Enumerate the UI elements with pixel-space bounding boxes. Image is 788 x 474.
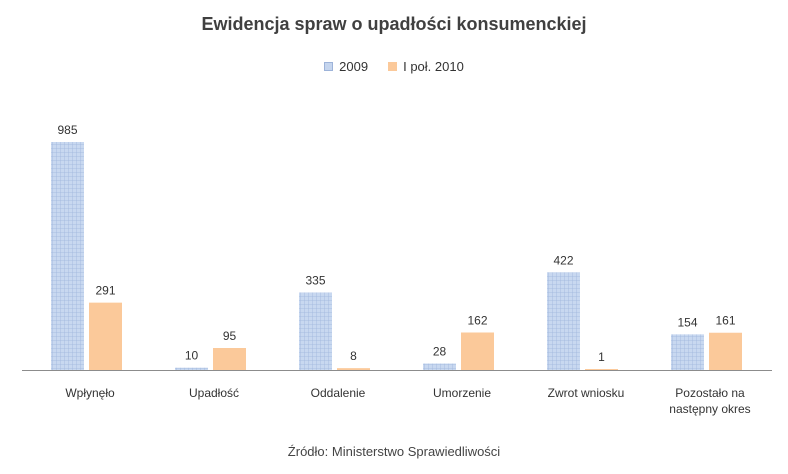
value-label-2010-2: 8 bbox=[350, 349, 357, 363]
value-label-2010-0: 291 bbox=[95, 284, 115, 298]
value-label-2009-1: 10 bbox=[185, 349, 199, 363]
category-label-5: Pozostało na bbox=[675, 386, 745, 400]
value-label-2010-4: 1 bbox=[598, 350, 605, 364]
bar-2009-1 bbox=[175, 367, 208, 370]
category-label-4: Zwrot wniosku bbox=[548, 386, 625, 400]
bars-group bbox=[51, 142, 742, 370]
bar-2010-4 bbox=[585, 369, 618, 370]
legend-swatch-2010 bbox=[388, 62, 398, 71]
category-labels-group: Wpłynęło Upadłość Oddalenie Umorzenie Zwrot … bbox=[65, 386, 750, 416]
value-label-2010-3: 162 bbox=[467, 314, 487, 328]
value-label-2010-1: 95 bbox=[223, 329, 237, 343]
legend-label-2010: I poł. 2010 bbox=[403, 59, 464, 74]
value-label-2009-3: 28 bbox=[433, 345, 447, 359]
bar-2010-2 bbox=[337, 368, 370, 370]
category-label-3: Umorzenie bbox=[433, 386, 491, 400]
bar-2009-2 bbox=[299, 292, 332, 370]
bar-2009-5 bbox=[671, 334, 704, 370]
category-label-2: Oddalenie bbox=[311, 386, 366, 400]
category-label-1: Upadłość bbox=[189, 386, 239, 400]
chart-legend: 2009 I poł. 2010 bbox=[0, 59, 788, 74]
category-label-5: następny okres bbox=[669, 402, 750, 416]
value-labels-group: 985 291 10 95 335 8 28 162 422 1 154 161 bbox=[57, 123, 735, 364]
bar-2009-4 bbox=[547, 272, 580, 370]
category-label-0: Wpłynęło bbox=[65, 386, 115, 400]
bar-2009-3 bbox=[423, 363, 456, 370]
source-note: Źródło: Ministerstwo Sprawiedliwości bbox=[287, 444, 501, 459]
value-label-2009-0: 985 bbox=[57, 123, 77, 137]
legend-item-2010: I poł. 2010 bbox=[388, 59, 464, 74]
bar-2010-5 bbox=[709, 332, 742, 370]
legend-item-2009: 2009 bbox=[324, 59, 368, 74]
value-label-2009-5: 154 bbox=[677, 315, 697, 329]
bar-2009-0 bbox=[51, 142, 84, 370]
bar-2010-0 bbox=[89, 302, 122, 370]
legend-swatch-2009 bbox=[324, 62, 334, 71]
value-label-2009-4: 422 bbox=[553, 253, 573, 267]
legend-label-2009: 2009 bbox=[339, 59, 369, 74]
bar-2010-3 bbox=[461, 332, 494, 370]
bar-2010-1 bbox=[213, 348, 246, 370]
value-label-2010-5: 161 bbox=[715, 314, 735, 328]
value-label-2009-2: 335 bbox=[305, 273, 325, 287]
chart-title: Ewidencja spraw o upadłości konsumenckie… bbox=[201, 14, 587, 34]
